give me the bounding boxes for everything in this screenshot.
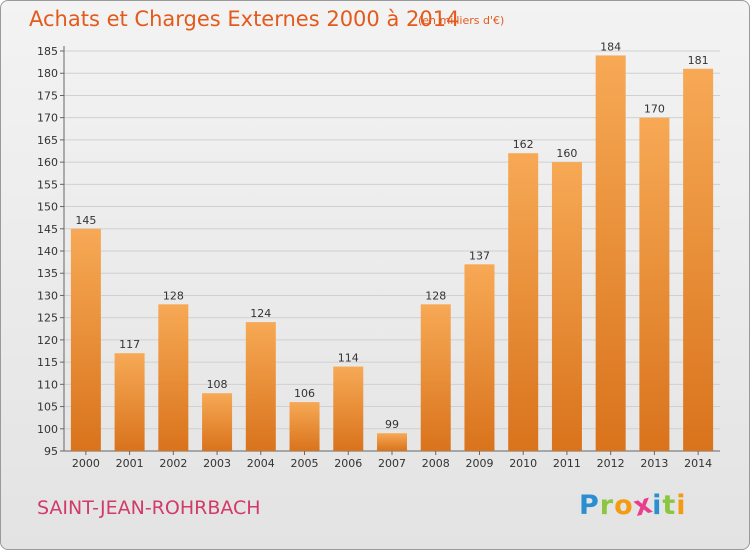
y-tick-label: 120: [37, 334, 58, 347]
chart-subtitle: (en milliers d'€): [418, 14, 505, 27]
x-tick-label: 2011: [553, 457, 581, 470]
bar-2007: [377, 433, 407, 451]
bar-2008: [420, 304, 451, 451]
y-tick-label: 100: [37, 423, 58, 436]
x-tick-label: 2001: [116, 457, 144, 470]
bar-2011: [551, 162, 582, 451]
bar-value-label: 117: [119, 338, 140, 351]
y-tick-label: 180: [37, 67, 58, 80]
bar-2012: [595, 55, 626, 451]
bar-value-label: 108: [207, 378, 228, 391]
logo-letter: i: [652, 490, 663, 521]
bar-2013: [639, 117, 670, 452]
bar-value-label: 160: [556, 147, 577, 160]
x-tick-label: 2002: [159, 457, 187, 470]
bar-value-label: 181: [688, 54, 709, 67]
x-tick-label: 2007: [378, 457, 406, 470]
x-tick-label: 2006: [334, 457, 362, 470]
proxiti-logo: Proxiti: [579, 488, 687, 523]
y-tick-label: 140: [37, 245, 58, 258]
y-tick-label: 105: [37, 401, 58, 414]
bar-2000: [70, 228, 101, 451]
x-tick-label: 2010: [509, 457, 537, 470]
y-tick-label: 170: [37, 112, 58, 125]
y-tick-label: 125: [37, 312, 58, 325]
bar-2010: [508, 153, 539, 451]
bar-2009: [464, 264, 495, 451]
y-tick-label: 160: [37, 156, 58, 169]
bar-value-label: 124: [250, 307, 271, 320]
x-tick-label: 2008: [422, 457, 450, 470]
y-tick-label: 130: [37, 289, 58, 302]
y-tick-label: 95: [44, 445, 58, 458]
bar-value-label: 137: [469, 249, 490, 262]
y-tick-label: 165: [37, 134, 58, 147]
bar-2006: [333, 366, 364, 451]
x-tick-label: 2012: [597, 457, 625, 470]
bar-value-label: 162: [513, 138, 534, 151]
bar-2014: [683, 68, 714, 452]
bar-value-label: 128: [425, 289, 446, 302]
y-tick-label: 145: [37, 223, 58, 236]
x-tick-label: 2013: [640, 457, 668, 470]
bar-value-label: 114: [338, 352, 359, 365]
logo-letter: P: [579, 490, 600, 521]
bar-2003: [202, 393, 233, 451]
logo-letter: t: [662, 490, 677, 521]
bar-value-label: 170: [644, 103, 665, 116]
axes: 95 100 105 110 115 120 125 130 135 140 145 150 155 16…: [37, 45, 720, 470]
logo-letter: o: [614, 490, 634, 521]
x-tick-label: 2009: [465, 457, 493, 470]
x-tick-label: 2004: [247, 457, 275, 470]
bar-value-label: 128: [163, 289, 184, 302]
bar-labels: 145 117 128 108 124 106 114 99 128 137 162 160 184 17…: [75, 40, 708, 431]
y-tick-label: 150: [37, 201, 58, 214]
x-tick-label: 2005: [291, 457, 319, 470]
bar-value-label: 145: [75, 214, 96, 227]
bar-value-label: 99: [385, 418, 399, 431]
logo-letter: r: [599, 490, 615, 521]
y-tick-label: 175: [37, 89, 58, 102]
x-tick-label: 2003: [203, 457, 231, 470]
y-tick-label: 135: [37, 267, 58, 280]
y-tick-label: 110: [37, 378, 58, 391]
bar-2004: [245, 322, 276, 451]
bar-2002: [158, 304, 189, 451]
bar-2005: [289, 402, 320, 451]
bars: [70, 55, 714, 452]
bar-value-label: 184: [600, 40, 621, 53]
y-tick-label: 115: [37, 356, 58, 369]
logo-letter: i: [676, 490, 687, 521]
x-tick-label: 2000: [72, 457, 100, 470]
y-tick-label: 155: [37, 178, 58, 191]
town-name: SAINT-JEAN-ROHRBACH: [37, 497, 261, 519]
y-tick-label: 185: [37, 45, 58, 58]
bar-2001: [114, 353, 145, 451]
chart-title: Achats et Charges Externes 2000 à 2014: [29, 7, 460, 31]
x-tick-label: 2014: [684, 457, 712, 470]
bar-value-label: 106: [294, 387, 315, 400]
